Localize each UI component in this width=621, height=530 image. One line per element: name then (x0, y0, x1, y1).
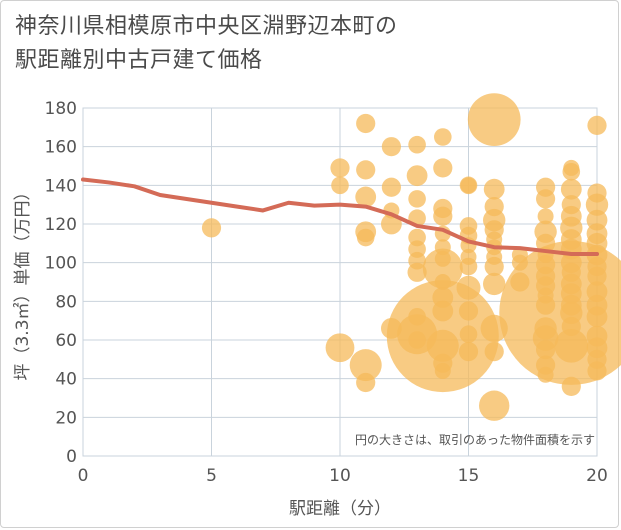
bubble (458, 342, 479, 362)
bubble (434, 239, 451, 256)
bubble (586, 306, 608, 328)
bubble (434, 274, 451, 290)
y-tick-label: 20 (55, 408, 77, 428)
bubble (563, 159, 580, 176)
bubble (381, 177, 401, 197)
bubble (484, 342, 504, 362)
bubble (536, 233, 556, 253)
bubble (381, 137, 401, 157)
x-tick-label: 0 (78, 466, 89, 486)
x-tick-label: 15 (458, 466, 480, 486)
bubble (480, 314, 508, 342)
y-tick-label: 80 (55, 292, 77, 312)
y-tick-label: 120 (45, 215, 77, 235)
bubble (587, 266, 607, 286)
bubble (460, 248, 477, 265)
bubble (355, 186, 377, 208)
x-tick-label: 5 (206, 466, 217, 486)
bubble (510, 272, 530, 292)
bubble (561, 316, 581, 337)
x-tick-label: 20 (586, 466, 608, 486)
bubble (331, 176, 349, 195)
x-tick-label: 10 (329, 466, 351, 486)
y-tick-label: 140 (45, 176, 77, 196)
bubble (560, 178, 582, 200)
bubble (408, 251, 426, 270)
bubble (356, 113, 376, 134)
bubble (536, 189, 556, 209)
y-tick-label: 60 (55, 331, 77, 351)
bubble (408, 331, 426, 349)
bubble (433, 158, 453, 178)
bubble (479, 390, 510, 421)
bubble (408, 190, 426, 208)
bubble (537, 366, 554, 383)
bubble (484, 197, 504, 217)
y-tick-label: 40 (55, 370, 77, 390)
bubble (561, 376, 581, 396)
trend-line (81, 177, 599, 256)
y-tick-label: 0 (66, 447, 77, 467)
y-tick-label: 160 (45, 138, 77, 158)
bubble (467, 93, 521, 146)
bubble (486, 248, 503, 265)
bubble (408, 308, 426, 326)
bubble (458, 301, 479, 321)
bubble (460, 177, 477, 194)
bubble (483, 178, 505, 200)
bubble (434, 128, 452, 146)
bubble (537, 208, 554, 225)
bubble (587, 361, 607, 381)
bubble (561, 262, 581, 282)
y-tick-label: 180 (45, 99, 77, 119)
bubble (560, 294, 582, 316)
bubble (434, 362, 451, 379)
bubble (408, 135, 426, 154)
bubble (587, 183, 607, 203)
chart-title: 神奈川県相模原市中央区淵野辺本町の 駅距離別中古戸建て価格 (15, 14, 398, 73)
bubble-size-note: 円の大きさは、取引のあった物件面積を示す (355, 432, 595, 447)
x-axis-title: 駅距離（分） (289, 499, 391, 519)
bubble (433, 206, 453, 226)
y-tick-label: 100 (45, 254, 77, 274)
bubble (434, 250, 451, 267)
bubble (561, 195, 581, 215)
bubble (349, 349, 382, 382)
bubble (330, 158, 350, 178)
bubble (381, 318, 402, 339)
bubble (356, 372, 376, 393)
bubble (356, 160, 376, 180)
bubble (456, 275, 481, 300)
bubble (587, 115, 607, 135)
bubble (356, 228, 375, 247)
bubble (537, 287, 554, 304)
bubble (554, 329, 589, 363)
trend-line-group (81, 177, 599, 256)
bubble (511, 254, 528, 271)
bubble (406, 165, 428, 187)
bubble (483, 272, 506, 296)
axes: 0 20 40 60 80 100 120 140 160 180 0 5 10 15 20 (45, 99, 608, 486)
bubble (201, 218, 222, 238)
bubble (534, 317, 557, 340)
bubble (422, 248, 463, 289)
y-axis-title: 坪（3.3㎡）単価（万円） (13, 183, 33, 380)
bubble (459, 325, 478, 344)
bubbles (201, 93, 621, 421)
bubble (536, 340, 556, 360)
bubble (426, 329, 459, 362)
bubble (325, 333, 355, 363)
bubble (432, 300, 454, 322)
